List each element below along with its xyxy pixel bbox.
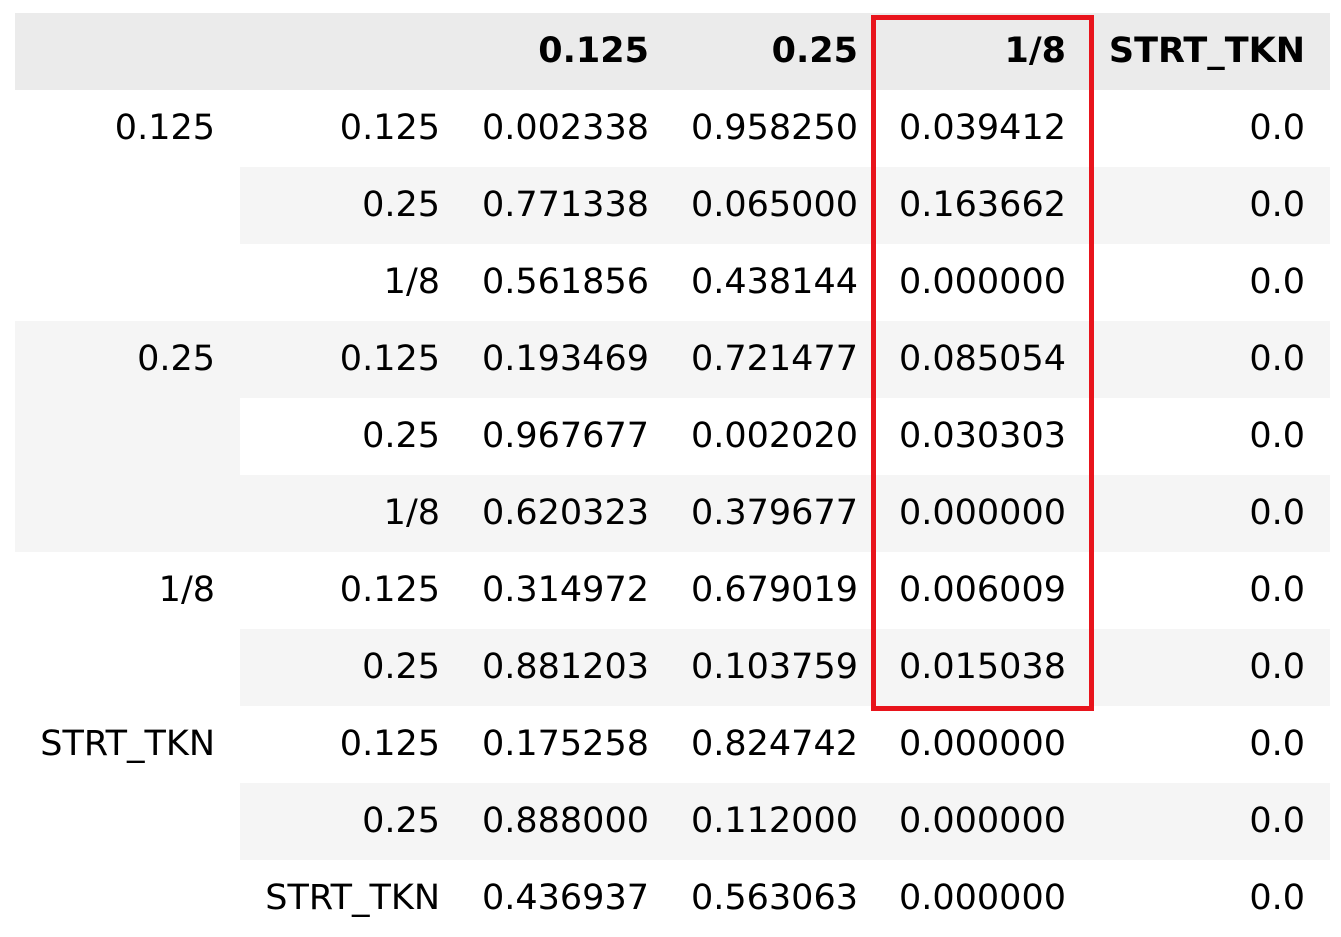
row-sub-label: 1/8: [383, 493, 440, 533]
cell-strt-tkn: 0.0: [1249, 724, 1305, 764]
cell-0-25: 0.721477: [690, 339, 858, 379]
cell-0-125: 0.771338: [481, 185, 649, 225]
cell-0-125: 0.314972: [481, 570, 649, 610]
row-sub-label: 0.125: [339, 570, 440, 610]
cell-strt-tkn: 0.0: [1249, 339, 1305, 379]
cell-1-8: 0.000000: [898, 262, 1066, 302]
table-body: 0.125 0.125 0.002338 0.958250 0.039412 0.0 0.2…: [15, 90, 1330, 937]
row-group-label: 0.125: [114, 108, 215, 148]
row-sub-label: STRT_TKN: [265, 878, 440, 918]
row-group-label: [15, 398, 215, 475]
row-group-label: [15, 783, 215, 860]
cell-0-25: 0.438144: [690, 262, 858, 302]
cell-0-125: 0.888000: [481, 801, 649, 841]
cell-1-8: 0.000000: [898, 724, 1066, 764]
cell-1-8: 0.085054: [898, 339, 1066, 379]
row-group-label: [15, 167, 215, 244]
dataframe-table: 0.125 0.25 1/8 STRT_TKN 0.125 0.125 0.0023…: [15, 13, 1330, 937]
cell-0-25: 0.379677: [690, 493, 858, 533]
row-group-label: [15, 475, 215, 552]
cell-0-125: 0.967677: [481, 416, 649, 456]
table-header-row: 0.125 0.25 1/8 STRT_TKN: [15, 13, 1330, 90]
cell-0-25: 0.103759: [690, 647, 858, 687]
row-group-label: 1/8: [158, 570, 215, 610]
cell-0-125: 0.002338: [481, 108, 649, 148]
cell-0-25: 0.679019: [690, 570, 858, 610]
cell-0-25: 0.112000: [690, 801, 858, 841]
cell-0-25: 0.563063: [690, 878, 858, 918]
cell-strt-tkn: 0.0: [1249, 493, 1305, 533]
row-group-label: [15, 244, 215, 321]
cell-strt-tkn: 0.0: [1249, 878, 1305, 918]
cell-0-125: 0.881203: [481, 647, 649, 687]
table-row: 0.25 0.771338 0.065000 0.163662 0.0: [15, 167, 1330, 244]
cell-0-25: 0.065000: [690, 185, 858, 225]
cell-strt-tkn: 0.0: [1249, 570, 1305, 610]
header-cell-0-125: 0.125: [538, 31, 649, 71]
cell-0-125: 0.175258: [481, 724, 649, 764]
row-sub-label: 0.125: [339, 339, 440, 379]
cell-strt-tkn: 0.0: [1249, 262, 1305, 302]
row-group-label: 0.25: [137, 339, 215, 379]
cell-strt-tkn: 0.0: [1249, 647, 1305, 687]
row-sub-label: 0.25: [362, 647, 440, 687]
cell-1-8: 0.000000: [898, 493, 1066, 533]
table-row: 1/8 0.125 0.314972 0.679019 0.006009 0.0: [15, 552, 1330, 629]
cell-strt-tkn: 0.0: [1249, 416, 1305, 456]
header-cell-1-8: 1/8: [1004, 31, 1067, 71]
cell-strt-tkn: 0.0: [1249, 108, 1305, 148]
cell-1-8: 0.006009: [898, 570, 1066, 610]
row-sub-label: 1/8: [383, 262, 440, 302]
cell-0-25: 0.958250: [690, 108, 858, 148]
cell-1-8: 0.030303: [898, 416, 1066, 456]
table-row: 0.25 0.888000 0.112000 0.000000 0.0: [15, 783, 1330, 860]
row-sub-label: 0.125: [339, 108, 440, 148]
cell-1-8: 0.015038: [898, 647, 1066, 687]
cell-0-125: 0.193469: [481, 339, 649, 379]
header-cell-index-level-1: [240, 13, 440, 90]
header-cell-strt-tkn: STRT_TKN: [1108, 31, 1305, 71]
cell-strt-tkn: 0.0: [1249, 801, 1305, 841]
row-group-label: [15, 860, 215, 937]
table-row: 0.25 0.881203 0.103759 0.015038 0.0: [15, 629, 1330, 706]
table-row: 1/8 0.620323 0.379677 0.000000 0.0: [15, 475, 1330, 552]
row-sub-label: 0.25: [362, 416, 440, 456]
header-cell-0-25: 0.25: [771, 31, 858, 71]
row-group-label: [15, 629, 215, 706]
row-sub-label: 0.125: [339, 724, 440, 764]
cell-strt-tkn: 0.0: [1249, 185, 1305, 225]
cell-0-125: 0.620323: [481, 493, 649, 533]
cell-1-8: 0.039412: [898, 108, 1066, 148]
cell-1-8: 0.000000: [898, 878, 1066, 918]
row-sub-label: 0.25: [362, 185, 440, 225]
cell-1-8: 0.000000: [898, 801, 1066, 841]
cell-0-125: 0.436937: [481, 878, 649, 918]
table-row: 0.125 0.125 0.002338 0.958250 0.039412 0.0: [15, 90, 1330, 167]
cell-1-8: 0.163662: [898, 185, 1066, 225]
cell-0-25: 0.824742: [690, 724, 858, 764]
cell-0-25: 0.002020: [690, 416, 858, 456]
cell-0-125: 0.561856: [481, 262, 649, 302]
row-sub-label: 0.25: [362, 801, 440, 841]
table-row: STRT_TKN 0.125 0.175258 0.824742 0.000000 0.0: [15, 706, 1330, 783]
header-cell-index-level-0: [15, 13, 215, 90]
table-row: STRT_TKN 0.436937 0.563063 0.000000 0.0: [15, 860, 1330, 937]
table-row: 1/8 0.561856 0.438144 0.000000 0.0: [15, 244, 1330, 321]
row-group-label: STRT_TKN: [40, 724, 215, 764]
table-row: 0.25 0.125 0.193469 0.721477 0.085054 0.0: [15, 321, 1330, 398]
table-row: 0.25 0.967677 0.002020 0.030303 0.0: [15, 398, 1330, 475]
